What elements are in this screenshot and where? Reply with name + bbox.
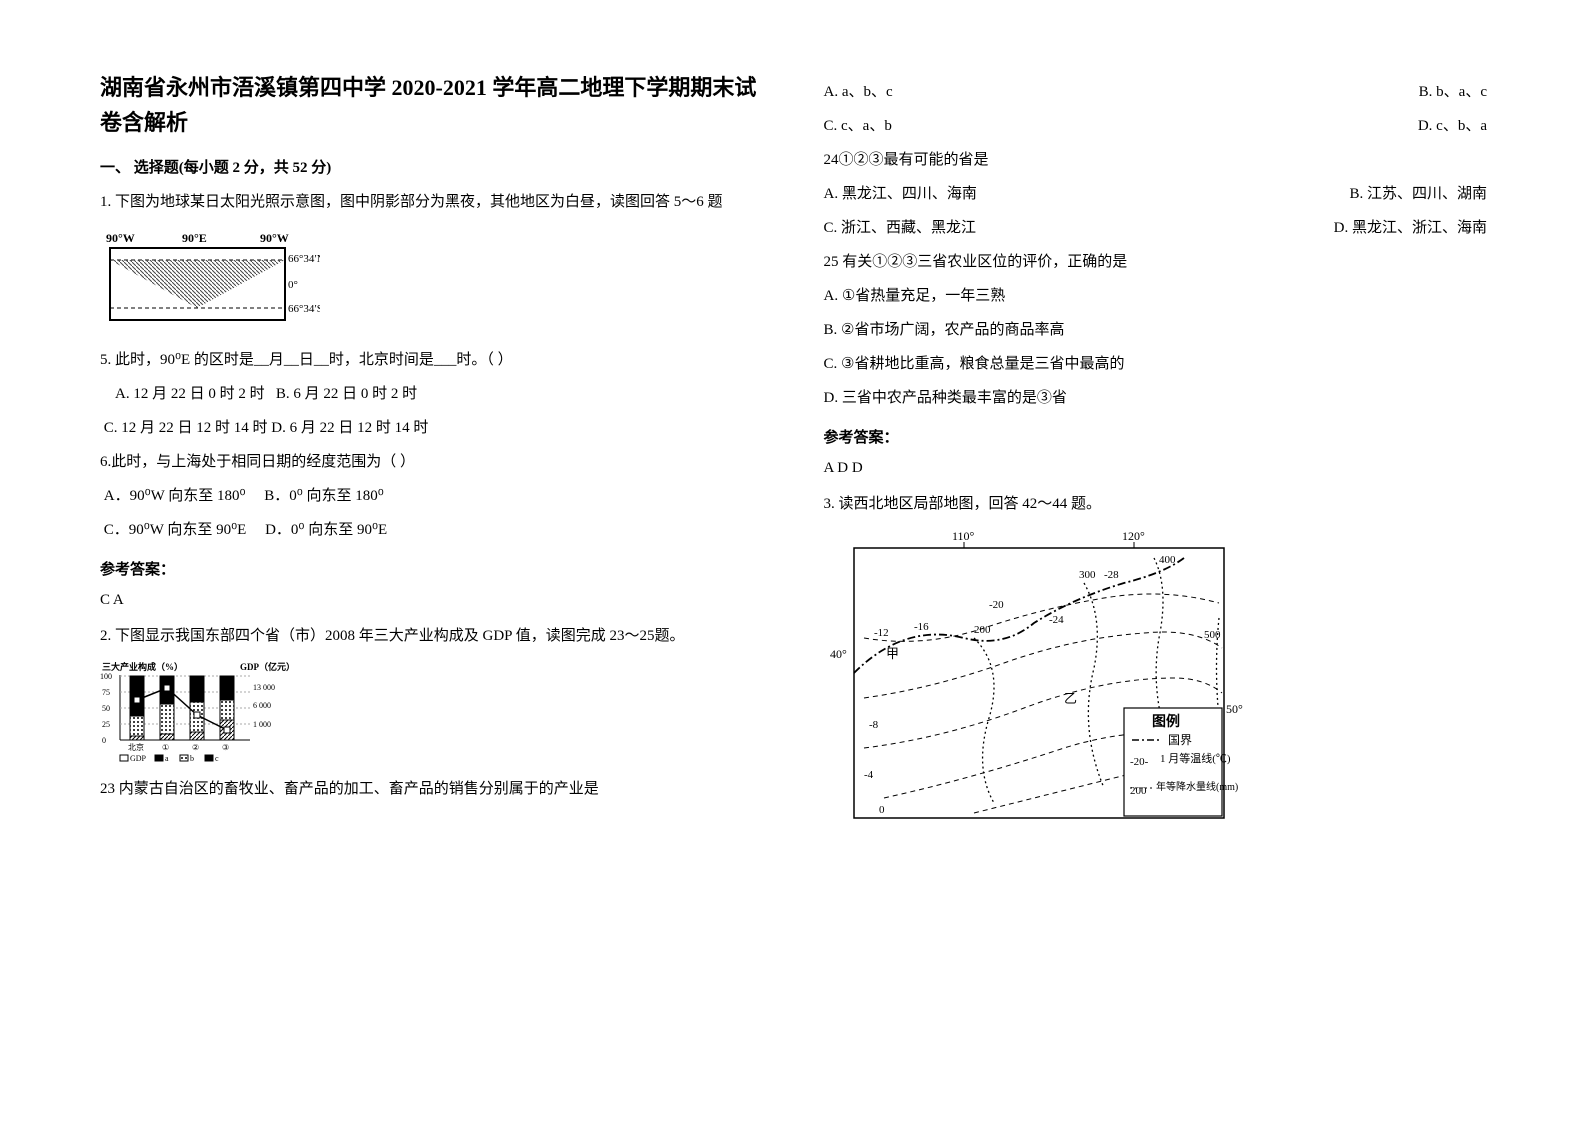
svg-text:a: a <box>165 754 169 763</box>
svg-text:GDP: GDP <box>130 754 147 763</box>
right-column: A. a、b、c B. b、a、c C. c、a、b D. c、b、a 24①②… <box>824 70 1488 1052</box>
earth-diagram: 90°W 90°E 90°W 66°34′N 0° 66°34′S <box>100 226 764 336</box>
label-90e: 90°E <box>182 231 207 245</box>
yl-100: 100 <box>100 672 112 681</box>
exam-title: 湖南省永州市浯溪镇第四中学 2020-2021 学年高二地理下学期期末试卷含解析 <box>100 70 764 140</box>
svg-text:200: 200 <box>1130 785 1147 797</box>
svg-text:200: 200 <box>974 624 991 636</box>
q25-opt-b: B. ②省市场广阔，农产品的商品率高 <box>824 318 1488 342</box>
q5-stem: 5. 此时，90⁰E 的区时是__月__日__时，北京时间是___时。（ ） <box>100 348 764 372</box>
bar-3 <box>190 676 204 740</box>
q5-opt-a: A. 12 月 22 日 0 时 2 时 <box>115 386 265 402</box>
xl-2: ② <box>192 743 199 752</box>
svg-text:-8: -8 <box>869 719 879 731</box>
xl-3: ③ <box>222 743 229 752</box>
xl-1: ① <box>162 743 169 752</box>
yr-1000: 1 000 <box>253 720 271 729</box>
yl-75: 75 <box>102 688 110 697</box>
q6-options-cd: C．90⁰W 向东至 90⁰E D．0⁰ 向东至 90⁰E <box>100 518 764 542</box>
q6-options-ab: A．90⁰W 向东至 180⁰ B．0⁰ 向东至 180⁰ <box>100 484 764 508</box>
q5-opt-c: C. 12 月 22 日 12 时 14 时 <box>104 420 268 436</box>
q25-opt-a: A. ①省热量充足，一年三熟 <box>824 284 1488 308</box>
q3-stem: 3. 读西北地区局部地图，回答 42～44 题。 <box>824 492 1488 516</box>
q6-opt-a: A．90⁰W 向东至 180⁰ <box>104 488 246 504</box>
svg-text:500: 500 <box>1204 629 1221 641</box>
lon-120: 120° <box>1122 529 1145 543</box>
answer-1: C A <box>100 588 764 612</box>
q5-opt-d: D. 6 月 22 日 12 时 14 时 <box>271 420 428 436</box>
lat-40: 40° <box>830 647 847 661</box>
q24-opt-a: A. 黑龙江、四川、海南 <box>824 182 977 206</box>
gdp-bar-chart: 三大产业构成（%） GDP（亿元） 0 25 50 75 100 1 000 6… <box>100 660 764 765</box>
area-jia: 甲 <box>886 646 899 661</box>
q2-stem: 2. 下图显示我国东部四个省（市）2008 年三大产业构成及 GDP 值，读图完… <box>100 624 764 648</box>
label-90w-r: 90°W <box>260 231 289 245</box>
lon-110: 110° <box>952 529 975 543</box>
q6-opt-d: D．0⁰ 向东至 90⁰E <box>265 522 387 538</box>
q6-opt-b: B．0⁰ 向东至 180⁰ <box>264 488 384 504</box>
q1-stem: 1. 下图为地球某日太阳光照示意图，图中阴影部分为黑夜，其他地区为白昼，读图回答… <box>100 190 764 214</box>
svg-text:0: 0 <box>879 804 885 816</box>
q24-stem: 24①②③最有可能的省是 <box>824 148 1488 172</box>
bar-1 <box>130 676 144 740</box>
q5-options-ab: A. 12 月 22 日 0 时 2 时 B. 6 月 22 日 0 时 2 时 <box>100 382 764 406</box>
q23-opts-ab: A. a、b、c B. b、a、c <box>824 80 1488 104</box>
svg-text:乙: 乙 <box>1064 691 1077 706</box>
svg-text:300: 300 <box>1079 569 1096 581</box>
q23-opts-cd: C. c、a、b D. c、b、a <box>824 114 1488 138</box>
q6-stem: 6.此时，与上海处于相同日期的经度范围为（ ） <box>100 450 764 474</box>
svg-text:-4: -4 <box>864 769 874 781</box>
label-90w-l: 90°W <box>106 231 135 245</box>
q24-opt-b: B. 江苏、四川、湖南 <box>1349 182 1487 206</box>
legend-title: 图例 <box>1152 713 1180 730</box>
q25-stem: 25 有关①②③三省农业区位的评价，正确的是 <box>824 250 1488 274</box>
svg-text:-28: -28 <box>1104 569 1119 581</box>
answer-2: A D D <box>824 456 1488 480</box>
q24-opts-cd: C. 浙江、西藏、黑龙江 D. 黑龙江、浙江、海南 <box>824 216 1488 240</box>
left-column: 湖南省永州市浯溪镇第四中学 2020-2021 学年高二地理下学期期末试卷含解析… <box>100 70 764 1052</box>
answer-label-2: 参考答案： <box>824 426 1488 450</box>
yl-50: 50 <box>102 704 110 713</box>
svg-text:-16: -16 <box>914 621 929 633</box>
q23-opt-c: C. c、a、b <box>824 114 892 138</box>
label-66n: 66°34′N <box>288 253 320 265</box>
q24-opts-ab: A. 黑龙江、四川、海南 B. 江苏、四川、湖南 <box>824 182 1488 206</box>
svg-text:-24: -24 <box>1049 614 1064 626</box>
label-66s: 66°34′S <box>288 303 320 315</box>
svg-text:c: c <box>215 754 219 763</box>
svg-text:400: 400 <box>1159 554 1176 566</box>
q25-opt-c: C. ③省耕地比重高，粮食总量是三省中最高的 <box>824 352 1488 376</box>
q5-options-cd: C. 12 月 22 日 12 时 14 时 D. 6 月 22 日 12 时 … <box>100 416 764 440</box>
yr-6000: 6 000 <box>253 701 271 710</box>
answer-label-1: 参考答案： <box>100 558 764 582</box>
nw-china-map: 110° 120° 40° 50° -12 -16 -20 -24 -28 <box>824 528 1488 828</box>
svg-text:-20: -20 <box>989 599 1004 611</box>
chart-title-right: GDP（亿元） <box>240 661 295 672</box>
q5-opt-b: B. 6 月 22 日 0 时 2 时 <box>276 386 417 402</box>
legend-iso: 1 月等温线(℃) <box>1160 751 1231 765</box>
q24-opt-d: D. 黑龙江、浙江、海南 <box>1334 216 1487 240</box>
lat-50: 50° <box>1226 702 1243 716</box>
chart-title-left: 三大产业构成（%） <box>102 661 183 672</box>
label-0: 0° <box>288 279 298 291</box>
q6-opt-c: C．90⁰W 向东至 90⁰E <box>104 522 247 538</box>
q23-stem: 23 内蒙古自治区的畜牧业、畜产品的加工、畜产品的销售分别属于的产业是 <box>100 777 764 801</box>
legend-border: 国界 <box>1168 733 1192 747</box>
section-1-heading: 一、 选择题(每小题 2 分，共 52 分) <box>100 156 764 180</box>
q23-opt-a: A. a、b、c <box>824 80 893 104</box>
legend-precip: 年等降水量线(mm) <box>1156 780 1238 793</box>
yl-0: 0 <box>102 736 106 745</box>
svg-text:-20-: -20- <box>1130 756 1149 768</box>
svg-text:-12: -12 <box>874 627 889 639</box>
q23-opt-d: D. c、b、a <box>1418 114 1487 138</box>
svg-text:b: b <box>190 754 194 763</box>
q23-opt-b: B. b、a、c <box>1419 80 1487 104</box>
yl-25: 25 <box>102 720 110 729</box>
yr-13000: 13 000 <box>253 683 275 692</box>
xl-bj: 北京 <box>128 742 144 752</box>
q24-opt-c: C. 浙江、西藏、黑龙江 <box>824 216 977 240</box>
q25-opt-d: D. 三省中农产品种类最丰富的是③省 <box>824 386 1488 410</box>
